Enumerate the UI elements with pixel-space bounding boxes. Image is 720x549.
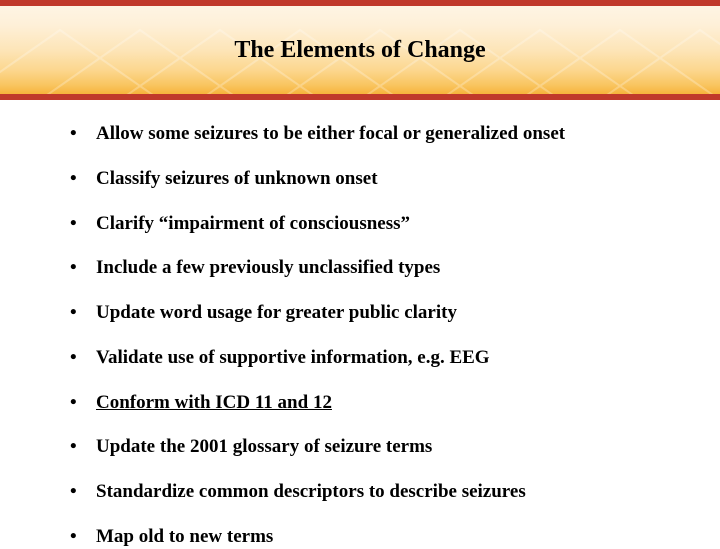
bullet-text: Validate use of supportive information, … [96,347,490,368]
bullet-text: Clarify “impairment of consciousness” [96,213,410,234]
list-item: Allow some seizures to be either focal o… [60,122,660,146]
list-item: Standardize common descriptors to descri… [60,480,660,504]
bullet-list: Allow some seizures to be either focal o… [60,122,660,549]
list-item: Update word usage for greater public cla… [60,301,660,325]
header-band: The Elements of Change [0,0,720,100]
bullet-text: Allow some seizures to be either focal o… [96,123,565,144]
bullet-text: Include a few previously unclassified ty… [96,257,440,278]
list-item: Clarify “impairment of consciousness” [60,212,660,236]
list-item: Include a few previously unclassified ty… [60,256,660,280]
list-item: Conform with ICD 11 and 12 [60,391,660,415]
slide-title: The Elements of Change [0,0,720,100]
bullet-text: Update word usage for greater public cla… [96,302,457,323]
list-item: Update the 2001 glossary of seizure term… [60,435,660,459]
list-item: Validate use of supportive information, … [60,346,660,370]
list-item: Classify seizures of unknown onset [60,167,660,191]
list-item: Map old to new terms [60,525,660,549]
slide-content: Allow some seizures to be either focal o… [0,100,720,549]
bullet-text: Map old to new terms [96,526,273,547]
bullet-text: Standardize common descriptors to descri… [96,481,526,502]
bullet-text: Update the 2001 glossary of seizure term… [96,436,432,457]
bullet-text: Conform with ICD 11 and 12 [96,392,332,413]
bullet-text: Classify seizures of unknown onset [96,168,378,189]
